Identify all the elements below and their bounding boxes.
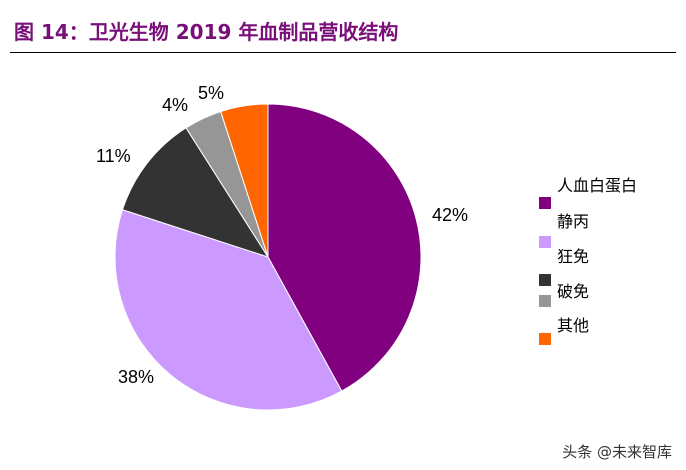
legend-label-4: 其他	[557, 316, 590, 335]
label-1: 38%	[118, 367, 155, 387]
legend-label-0: 人血白蛋白	[557, 176, 638, 195]
pie-slice-2	[121, 127, 270, 258]
pie-slice-1	[114, 209, 343, 411]
legend-swatch-1	[539, 236, 551, 248]
label-2: 11%	[96, 146, 131, 166]
legend-swatch-0	[539, 197, 551, 209]
watermark: 头条 @未来智库	[562, 443, 672, 461]
legend-label-3: 破免	[557, 282, 590, 301]
pie-slice-0	[267, 103, 422, 392]
chart-title: 图 14：卫光生物 2019 年血制品营收结构	[14, 20, 399, 44]
legend-label-1: 静丙	[557, 212, 590, 231]
legend-swatch-2	[539, 274, 551, 286]
label-3: 4%	[162, 95, 189, 115]
pie-slice-4	[220, 103, 269, 258]
label-0: 42%	[432, 205, 469, 225]
legend-label-2: 狂免	[557, 247, 590, 266]
legend-swatch-4	[539, 333, 551, 345]
legend-swatch-3	[539, 295, 551, 307]
label-4: 5%	[198, 83, 225, 103]
title-rule	[10, 52, 676, 53]
